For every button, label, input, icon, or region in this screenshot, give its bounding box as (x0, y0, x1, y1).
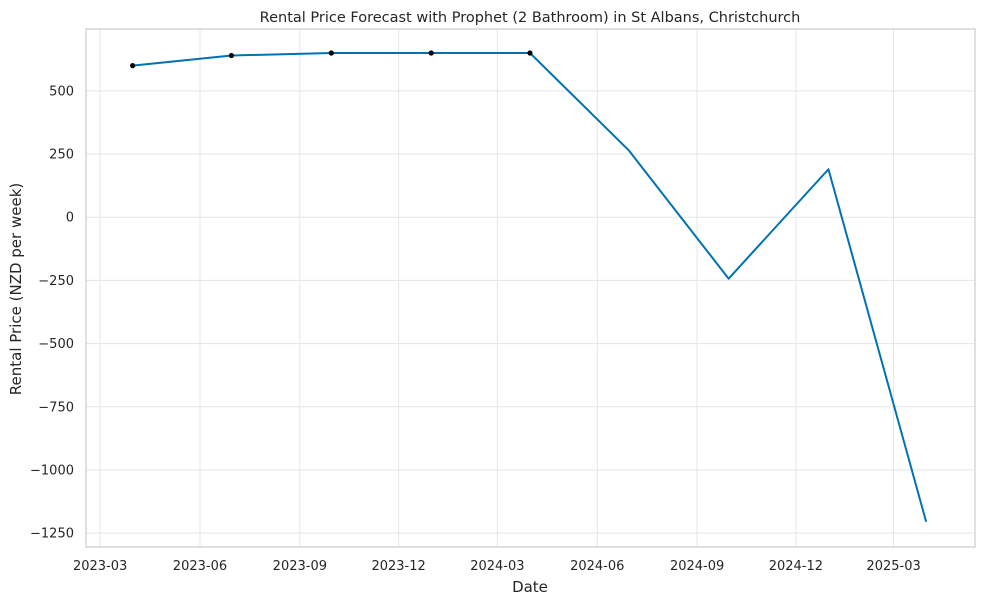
observed-point (328, 50, 334, 56)
y-tick-label: 0 (66, 211, 74, 226)
x-axis-title: Date (512, 578, 548, 596)
y-axis: 500 250 0 −250 −500 −750 −1000 −1250 (30, 84, 74, 541)
observed-point (130, 63, 136, 69)
y-tick-label: −250 (38, 274, 74, 289)
y-tick-label: 500 (49, 84, 74, 99)
x-tick-label: 2024-12 (769, 559, 823, 574)
x-tick-label: 2024-09 (670, 559, 724, 574)
y-tick-label: −1250 (30, 527, 74, 542)
y-tick-label: −750 (38, 400, 74, 415)
grid (86, 29, 975, 547)
y-axis-title: Rental Price (NZD per week) (7, 183, 25, 395)
plot-area (85, 28, 976, 548)
x-tick-label: 2024-06 (570, 559, 624, 574)
x-tick-label: 2023-06 (173, 559, 227, 574)
observed-point (228, 52, 235, 59)
x-tick-label: 2023-12 (371, 559, 425, 574)
x-tick-label: 2025-03 (866, 559, 920, 574)
observed-point (527, 50, 533, 56)
observed-point (428, 50, 434, 56)
x-tick-label: 2023-09 (273, 559, 327, 574)
x-axis: 2023-03 2023-06 2023-09 2023-12 2024-03 2024-… (73, 559, 921, 574)
y-tick-label: 250 (49, 148, 74, 163)
chart-title: Rental Price Forecast with Prophet (2 Ba… (260, 10, 801, 26)
y-tick-label: −500 (38, 337, 74, 352)
y-tick-label: −1000 (30, 463, 74, 478)
x-tick-label: 2023-03 (73, 559, 127, 574)
x-tick-label: 2024-03 (470, 559, 524, 574)
series-layer (130, 50, 928, 522)
